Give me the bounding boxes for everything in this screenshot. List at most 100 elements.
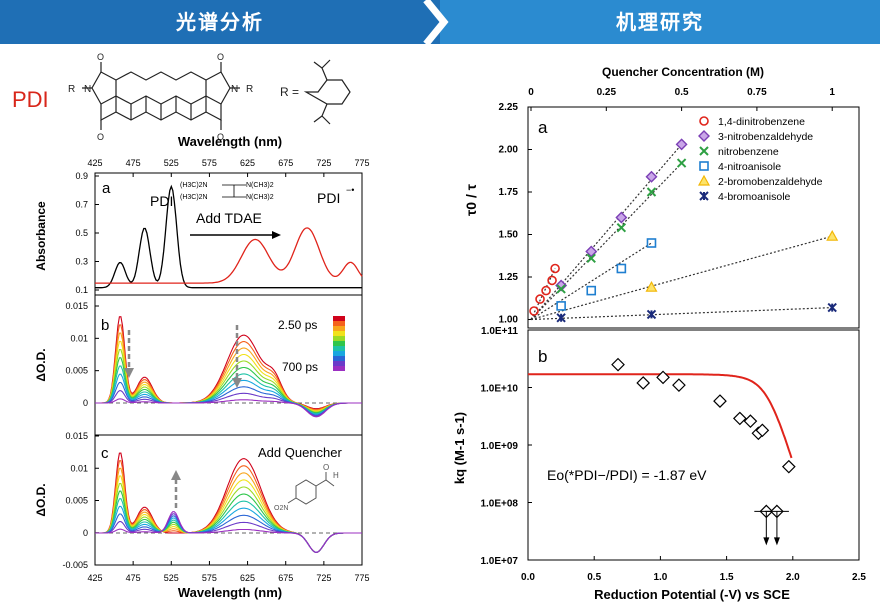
imide-n-left: N bbox=[84, 84, 91, 95]
transient-spectrum-line bbox=[95, 467, 362, 553]
transient-spectrum-line bbox=[95, 324, 362, 411]
rate-marker bbox=[743, 414, 758, 428]
top-x-tick-label: 525 bbox=[164, 158, 179, 168]
carbonyl-o-label: O bbox=[217, 52, 224, 62]
y-tick-label: 0.005 bbox=[65, 366, 88, 376]
rate-marker bbox=[636, 376, 651, 390]
colorbar-segment bbox=[333, 351, 345, 356]
rate-marker bbox=[672, 378, 686, 392]
circle-marker bbox=[529, 306, 539, 316]
top-x-tick-label: 425 bbox=[87, 158, 102, 168]
y-tick-label: 0.9 bbox=[75, 171, 88, 181]
diamond-marker bbox=[615, 211, 628, 224]
colorbar-segment bbox=[333, 356, 345, 361]
pdi-molecule-label: PDI bbox=[12, 87, 49, 112]
triangle-marker bbox=[697, 174, 711, 186]
y-tick-label: 0 bbox=[83, 528, 88, 538]
fit-line bbox=[530, 235, 833, 321]
tau-ratio-tick-label: 2.00 bbox=[499, 145, 519, 156]
y-tick-label: 0.015 bbox=[65, 301, 88, 311]
pdi-spectrum-label: PDI bbox=[150, 193, 173, 209]
bottom-x-tick-label: 525 bbox=[164, 573, 179, 583]
kq-tick-label: 1.0E+07 bbox=[480, 556, 518, 567]
panel-b-arrow-down-icon bbox=[124, 368, 134, 378]
rate-marker bbox=[755, 423, 770, 438]
quenching-plot: Quencher Concentration (M) 0 0.25 0.5 0.75 1… bbox=[463, 65, 860, 329]
transient-spectrum-line bbox=[95, 357, 362, 414]
bottom-x-tick-label: 575 bbox=[202, 573, 217, 583]
x-marker bbox=[646, 187, 657, 197]
quencher-x-tick-label: 1 bbox=[829, 87, 835, 98]
quencher-x-tick-label: 0 bbox=[528, 87, 534, 98]
rate-markers bbox=[611, 357, 796, 546]
left-banner-title: 光谱分析 bbox=[176, 10, 264, 34]
banner-chevron-icon bbox=[423, 0, 449, 47]
add-quencher-label: Add Quencher bbox=[258, 445, 343, 460]
quenching-markers bbox=[529, 138, 839, 323]
tau-ratio-tick-label: 1.25 bbox=[499, 272, 519, 283]
add-tdae-arrowhead-icon bbox=[272, 231, 281, 239]
x-marker bbox=[556, 284, 566, 294]
panel-c-spectra bbox=[95, 452, 362, 553]
panel-right-b-label: b bbox=[538, 347, 547, 366]
top-x-tick-label: 775 bbox=[354, 158, 369, 168]
circle-marker bbox=[547, 275, 557, 286]
legend-entry: 1,4-dinitrobenzene bbox=[718, 116, 805, 128]
transient-spectrum-line bbox=[95, 505, 362, 553]
bottom-x-ticks: 425 475 525 575 625 675 725 775 bbox=[87, 561, 370, 583]
panel-right-a-frame bbox=[527, 106, 860, 329]
diisopropylphenyl-icon bbox=[303, 59, 351, 125]
y-tick-label: 0.7 bbox=[75, 200, 88, 210]
panel-a-label: a bbox=[102, 180, 111, 197]
circle-marker bbox=[699, 116, 709, 126]
colorbar-segment bbox=[333, 321, 345, 326]
diamond-marker bbox=[555, 279, 568, 292]
legend-entry: 3-nitrobenzaldehyde bbox=[718, 131, 813, 143]
tau-ratio-y-ticks: 1.00 1.25 1.50 1.75 2.00 2.25 bbox=[499, 102, 532, 326]
tau-ratio-axis-label: τ0 / τ bbox=[463, 183, 479, 216]
bottom-x-tick-label: 625 bbox=[240, 573, 255, 583]
arrow-down-icon bbox=[763, 537, 770, 546]
panel-b-spectra bbox=[95, 316, 362, 418]
legend-entry: 4-bromoanisole bbox=[718, 191, 791, 203]
triangle-marker bbox=[826, 229, 839, 241]
fit-line bbox=[530, 144, 683, 320]
pdi-anion-spectrum-label: PDI bbox=[317, 190, 340, 206]
quencher-x-tick-label: 0.5 bbox=[675, 87, 689, 98]
nitrobenzaldehyde-structure-icon bbox=[287, 472, 335, 505]
transient-spectrum-line bbox=[95, 511, 362, 553]
legend-entry: 4-nitroanisole bbox=[718, 161, 781, 173]
kq-y-ticks: 1.0E+11 1.0E+10 1.0E+09 1.0E+08 1.0E+07 bbox=[480, 326, 532, 567]
potential-tick-label: 0.5 bbox=[587, 572, 601, 583]
y-tick-label: 0 bbox=[83, 398, 88, 408]
circle-marker bbox=[541, 285, 551, 296]
triangle-marker bbox=[645, 280, 658, 292]
rate-marker bbox=[611, 357, 625, 372]
diamond-marker bbox=[645, 170, 658, 183]
rate-marker bbox=[713, 394, 727, 408]
right-banner-title: 机理研究 bbox=[616, 10, 704, 34]
pdi-absorbance-line bbox=[95, 184, 362, 289]
legend-entry: nitrobenzene bbox=[718, 146, 779, 158]
x-marker bbox=[616, 222, 627, 233]
transient-spectrum-line bbox=[95, 316, 362, 410]
colorbar-segment bbox=[333, 361, 345, 366]
panel-c-arrow-up-icon bbox=[171, 470, 181, 480]
bottom-x-tick-label: 475 bbox=[126, 573, 141, 583]
left-banner: 光谱分析 bbox=[0, 0, 440, 44]
kq-tick-label: 1.0E+10 bbox=[480, 384, 518, 395]
time-end-label: 700 ps bbox=[282, 360, 318, 374]
panel-c-label: c bbox=[101, 445, 109, 462]
y-tick-label: 0.3 bbox=[75, 257, 88, 267]
arrow-down-icon bbox=[773, 537, 780, 546]
r-group-left: R bbox=[68, 84, 75, 95]
r-group-right: R bbox=[246, 84, 253, 95]
transient-spectrum-line bbox=[95, 340, 362, 412]
anion-superscript: −• bbox=[346, 185, 354, 195]
kq-axis-label: kq (M-1 s-1) bbox=[452, 412, 467, 484]
tau-ratio-tick-label: 1.00 bbox=[499, 315, 519, 326]
star-marker bbox=[699, 191, 709, 201]
y-tick-label: 0.005 bbox=[65, 496, 88, 506]
rate-plot: b 1.0E+11 1.0E+10 1.0E+09 1.0E+08 1.0E+07 0.… bbox=[452, 326, 866, 602]
kq-tick-label: 1.0E+11 bbox=[481, 326, 518, 337]
